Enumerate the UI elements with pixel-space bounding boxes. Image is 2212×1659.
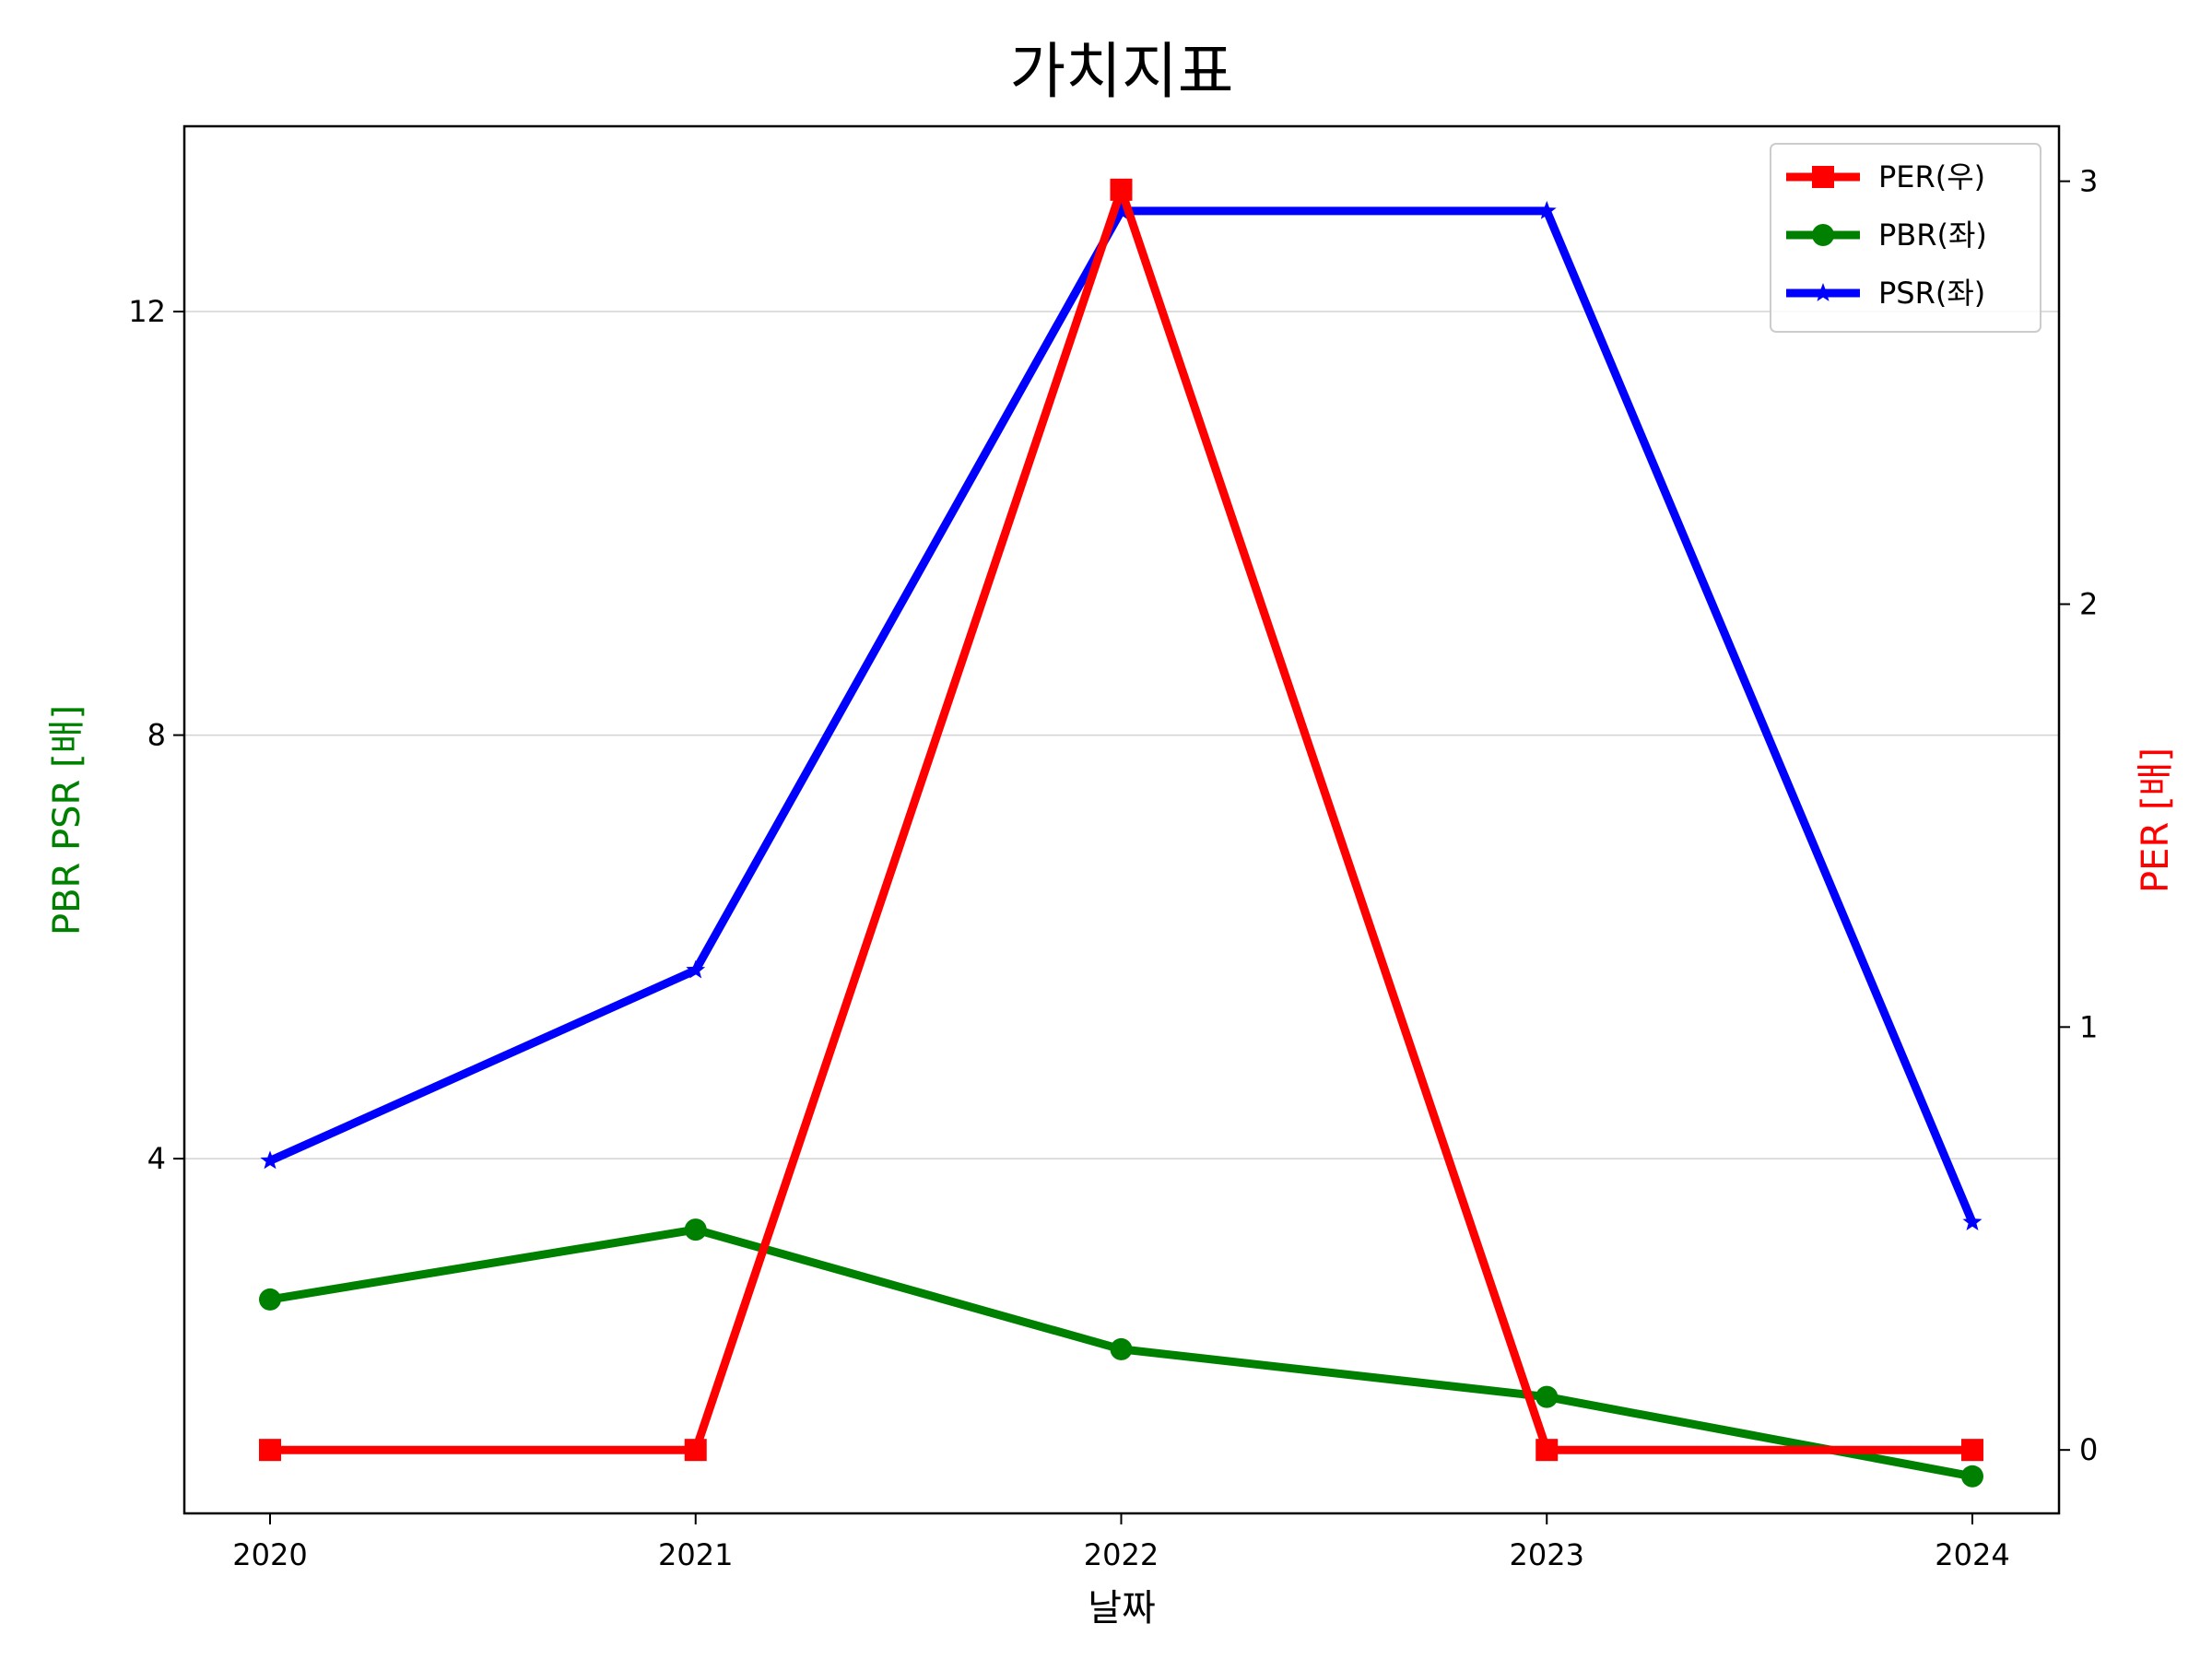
right-tick-label: 2 — [2079, 586, 2098, 621]
data-point-square — [1961, 1439, 1983, 1462]
x-tick-label: 2020 — [232, 1537, 307, 1572]
legend: PER(우) PBR(좌) PSR(좌) — [1770, 143, 2041, 333]
data-point-star — [1813, 283, 1833, 301]
data-point-star — [686, 959, 706, 979]
legend-entry: PSR(좌) — [1786, 276, 1985, 311]
chart-title: 가치지표 — [1010, 36, 1234, 107]
right-axis: 0 1 2 3 — [2059, 164, 2098, 1467]
x-tick-label: 2022 — [1084, 1537, 1159, 1572]
data-point-star — [260, 1150, 280, 1170]
data-point-square — [1110, 178, 1133, 201]
left-axis: 4 8 12 — [128, 294, 184, 1176]
legend-box — [1770, 143, 2041, 333]
right-tick-label: 0 — [2079, 1432, 2098, 1467]
data-point-star — [1962, 1212, 1983, 1230]
legend-label: PER(우) — [1878, 159, 1985, 194]
legend-label: PSR(좌) — [1878, 276, 1985, 311]
x-axis: 2020 2021 2022 2023 2024 — [232, 1513, 2010, 1572]
legend-entry: PBR(좌) — [1786, 218, 1987, 253]
right-tick-label: 1 — [2079, 1009, 2098, 1044]
data-point-circle — [684, 1218, 707, 1241]
data-point-circle — [1812, 224, 1834, 246]
series — [260, 200, 1983, 1230]
left-axis-title: PBR PSR [배] — [46, 705, 88, 935]
x-axis-title: 날짜 — [1088, 1587, 1156, 1630]
left-tick-label: 12 — [128, 294, 166, 329]
data-point-circle — [1110, 1337, 1133, 1360]
data-point-square — [684, 1439, 707, 1462]
legend-entry: PER(우) — [1786, 159, 1985, 194]
data-point-circle — [1535, 1385, 1559, 1408]
series-layer — [259, 178, 1983, 1488]
right-axis-title: PER [배] — [2135, 747, 2177, 893]
data-point-circle — [1961, 1465, 1983, 1488]
data-point-square — [1535, 1439, 1559, 1462]
x-tick-label: 2024 — [1935, 1537, 2009, 1572]
left-tick-label: 4 — [147, 1141, 166, 1176]
data-point-star — [1536, 200, 1557, 219]
data-point-star — [1112, 200, 1131, 219]
right-tick-label: 3 — [2079, 164, 2098, 199]
left-tick-label: 8 — [147, 718, 166, 753]
data-point-square — [259, 1439, 281, 1462]
x-tick-label: 2023 — [1510, 1537, 1584, 1572]
grid — [184, 311, 2059, 1159]
legend-label: PBR(좌) — [1878, 218, 1987, 253]
series — [259, 178, 1983, 1462]
data-point-circle — [259, 1288, 281, 1311]
x-tick-label: 2021 — [658, 1537, 733, 1572]
data-point-square — [1812, 166, 1834, 188]
series — [259, 1218, 1983, 1488]
